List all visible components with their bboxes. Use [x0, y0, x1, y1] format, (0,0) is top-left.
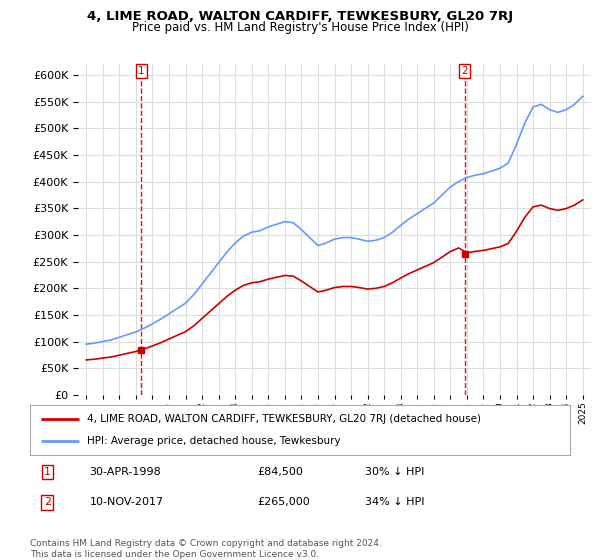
Text: Contains HM Land Registry data © Crown copyright and database right 2024.
This d: Contains HM Land Registry data © Crown c… [30, 539, 382, 559]
Text: £265,000: £265,000 [257, 497, 310, 507]
Text: £84,500: £84,500 [257, 467, 302, 477]
Text: 1: 1 [138, 66, 145, 76]
Text: HPI: Average price, detached house, Tewkesbury: HPI: Average price, detached house, Tewk… [86, 436, 340, 446]
Text: 30-APR-1998: 30-APR-1998 [89, 467, 161, 477]
Text: 34% ↓ HPI: 34% ↓ HPI [365, 497, 424, 507]
Text: 2: 2 [461, 66, 468, 76]
Text: 4, LIME ROAD, WALTON CARDIFF, TEWKESBURY, GL20 7RJ: 4, LIME ROAD, WALTON CARDIFF, TEWKESBURY… [87, 10, 513, 23]
Text: 30% ↓ HPI: 30% ↓ HPI [365, 467, 424, 477]
Text: 2: 2 [44, 497, 51, 507]
Text: 1: 1 [44, 467, 51, 477]
Text: 4, LIME ROAD, WALTON CARDIFF, TEWKESBURY, GL20 7RJ (detached house): 4, LIME ROAD, WALTON CARDIFF, TEWKESBURY… [86, 414, 481, 424]
Text: Price paid vs. HM Land Registry's House Price Index (HPI): Price paid vs. HM Land Registry's House … [131, 21, 469, 34]
Text: 10-NOV-2017: 10-NOV-2017 [89, 497, 164, 507]
